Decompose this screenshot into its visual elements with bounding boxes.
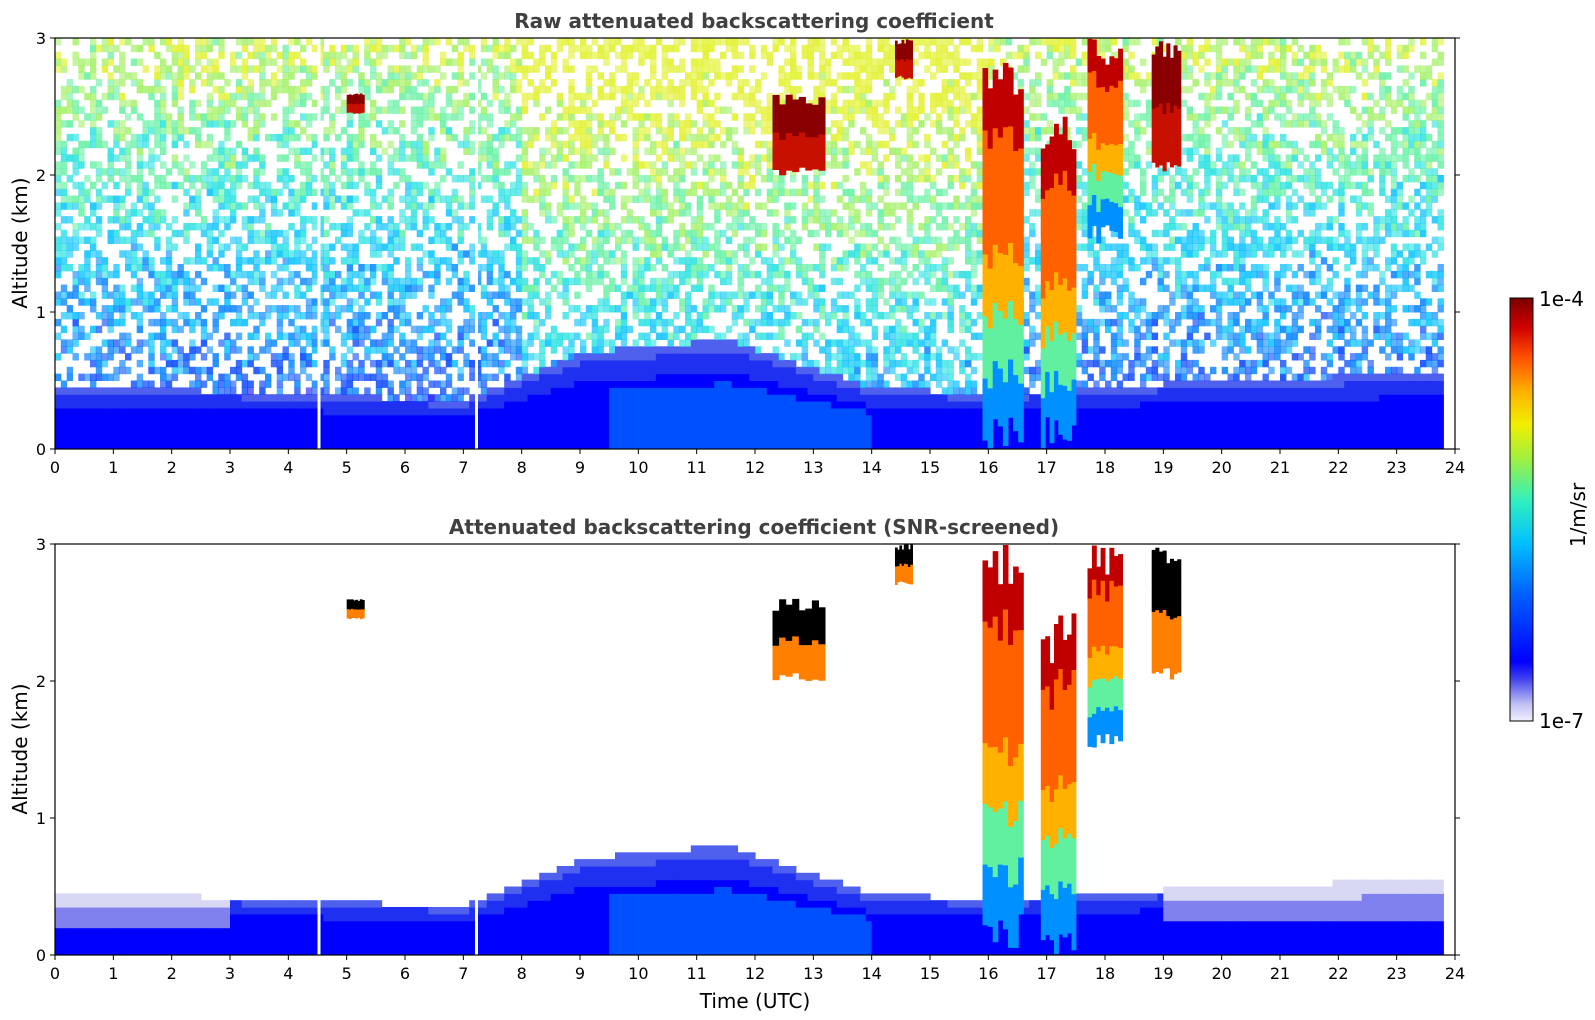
y-tick-label: 2 [36,166,46,185]
x-tick-label: 1 [108,964,118,983]
x-tick-label: 1 [108,458,118,477]
x-tick-label: 3 [225,964,235,983]
x-tick-label: 7 [458,964,468,983]
y-tick-label: 1 [36,303,46,322]
colorbar-max-label: 1e-4 [1539,287,1584,311]
panel-screened-title: Attenuated backscattering coefficient (S… [449,515,1059,539]
panel-raw-y-ticks: 0 1 2 3 [36,29,1460,459]
x-tick-label: 9 [575,458,585,477]
y-tick-label: 3 [36,535,46,554]
x-tick-label: 18 [1095,458,1115,477]
x-tick-label: 0 [50,458,60,477]
x-tick-label: 17 [1036,964,1056,983]
x-tick-label: 21 [1270,964,1290,983]
colorbar: 1e-4 1e-7 1/m/sr [1509,287,1590,733]
x-tick-label: 22 [1328,964,1348,983]
x-tick-label: 4 [283,964,293,983]
panel-screened: Attenuated backscattering coefficient (S… [8,515,1465,1013]
x-tick-label: 7 [458,458,468,477]
panel-raw-title: Raw attenuated backscattering coefficien… [514,9,994,33]
x-tick-label: 16 [978,964,998,983]
y-tick-label: 1 [36,809,46,828]
panel-screened-xlabel: Time (UTC) [699,989,811,1013]
x-tick-label: 24 [1445,458,1465,477]
x-tick-label: 23 [1386,458,1406,477]
x-tick-label: 19 [1153,458,1173,477]
colorbar-gradient [1509,297,1534,722]
panel-screened-x-ticks: 0 1 2 3 4 5 6 7 8 9 10 11 12 13 14 15 16 17 18 19 20 21 22 23 24 [50,955,1465,983]
x-tick-label: 17 [1036,458,1056,477]
y-tick-label: 2 [36,672,46,691]
x-tick-label: 6 [400,964,410,983]
x-tick-label: 22 [1328,458,1348,477]
panel-raw-x-ticks: 0 1 2 3 4 5 6 7 8 9 10 11 12 13 14 15 16 17 18 19 20 21 22 23 24 [50,449,1465,477]
x-tick-label: 11 [686,964,706,983]
x-tick-label: 14 [861,458,881,477]
panel-raw: Raw attenuated backscattering coefficien… [8,9,1465,477]
x-tick-label: 19 [1153,964,1173,983]
panel-screened-heatmap [55,544,1444,956]
x-tick-label: 8 [517,458,527,477]
x-tick-label: 20 [1211,964,1231,983]
colorbar-min-label: 1e-7 [1539,709,1584,733]
x-tick-label: 4 [283,458,293,477]
x-tick-label: 12 [745,458,765,477]
x-tick-label: 20 [1211,458,1231,477]
panel-screened-ylabel: Altitude (km) [8,683,32,814]
x-tick-label: 18 [1095,964,1115,983]
y-tick-label: 0 [36,440,46,459]
x-tick-label: 3 [225,458,235,477]
x-tick-label: 2 [167,458,177,477]
x-tick-label: 15 [920,964,940,983]
x-tick-label: 5 [342,458,352,477]
x-tick-label: 0 [50,964,60,983]
x-tick-label: 16 [978,458,998,477]
x-tick-label: 12 [745,964,765,983]
x-tick-label: 8 [517,964,527,983]
x-tick-label: 23 [1386,964,1406,983]
panel-raw-ylabel: Altitude (km) [8,177,32,308]
x-tick-label: 11 [686,458,706,477]
x-tick-label: 6 [400,458,410,477]
x-tick-label: 24 [1445,964,1465,983]
y-tick-label: 3 [36,29,46,48]
panel-screened-y-ticks: 0 1 2 3 [36,535,1460,965]
x-tick-label: 2 [167,964,177,983]
x-tick-label: 5 [342,964,352,983]
x-tick-label: 10 [628,458,648,477]
colorbar-unit-label: 1/m/sr [1566,482,1590,547]
x-tick-label: 21 [1270,458,1290,477]
x-tick-label: 9 [575,964,585,983]
x-tick-label: 13 [803,458,823,477]
x-tick-label: 10 [628,964,648,983]
x-tick-label: 15 [920,458,940,477]
x-tick-label: 13 [803,964,823,983]
panel-raw-heatmap [55,38,1444,450]
x-tick-label: 14 [861,964,881,983]
y-tick-label: 0 [36,946,46,965]
